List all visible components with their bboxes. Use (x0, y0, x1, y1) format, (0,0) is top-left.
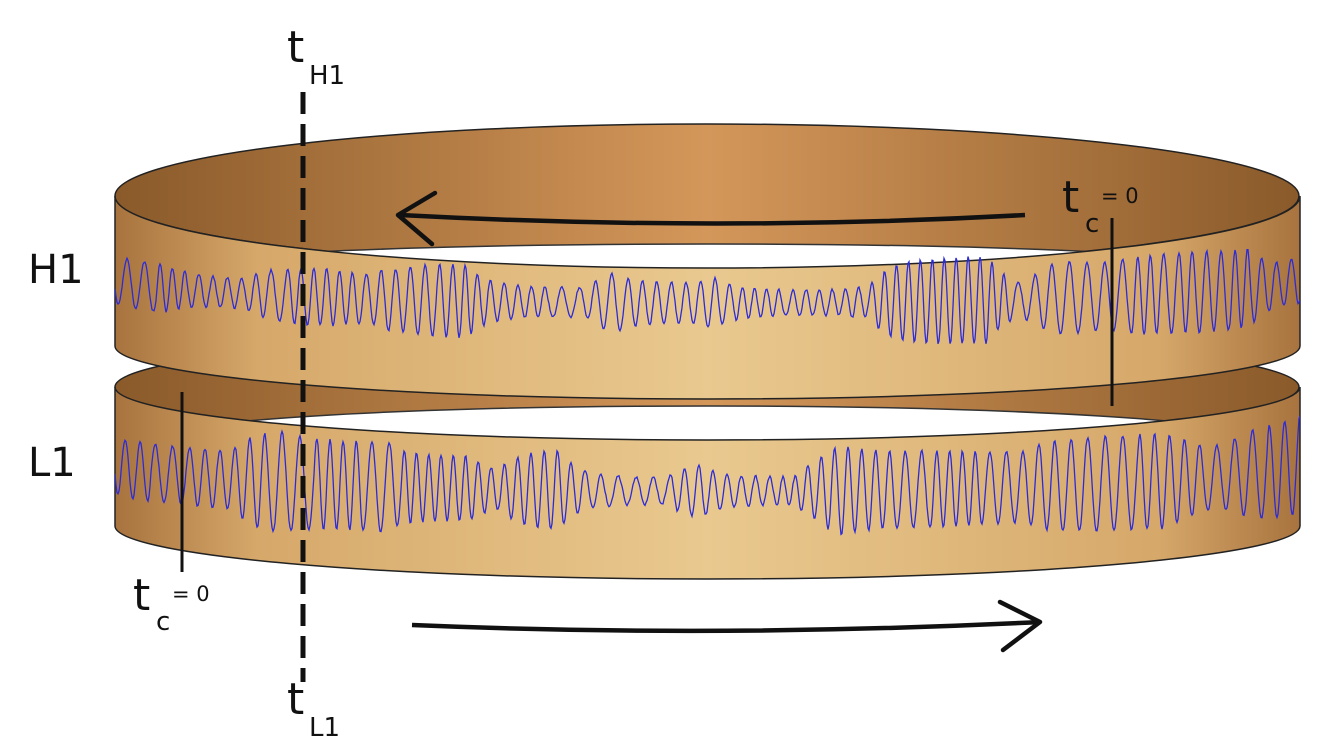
t-l1-label: t L1 (287, 674, 340, 743)
rotation-arrow-bottom (411, 599, 1043, 653)
t-l1-symbol: t (287, 674, 304, 725)
l1-tc-symbol: t (133, 570, 150, 621)
t-h1-symbol: t (287, 22, 304, 73)
l1-band-front (114, 386, 1301, 580)
l1-label: L1 (28, 440, 76, 486)
h1-tc-subscript: c (1085, 209, 1099, 239)
h1-ring (114, 123, 1301, 400)
t-l1-subscript: L1 (309, 713, 340, 743)
rotation-arrow-top (395, 190, 1026, 247)
h1-tc-symbol: t (1062, 172, 1079, 223)
h1-label: H1 (28, 247, 84, 293)
t-h1-label: t H1 (287, 22, 345, 91)
l1-tc-equals: = 0 (172, 582, 210, 606)
l1-tc-subscript: c (156, 607, 170, 637)
h1-tc-equals: = 0 (1101, 184, 1139, 208)
h1-waveform (115, 248, 1300, 345)
l1-waveform (115, 415, 1300, 536)
h1-tc-label: t c = 0 (1062, 172, 1139, 239)
t-h1-subscript: H1 (309, 61, 345, 91)
h1-band-front (114, 195, 1301, 400)
l1-tc-label: t c = 0 (133, 570, 210, 637)
